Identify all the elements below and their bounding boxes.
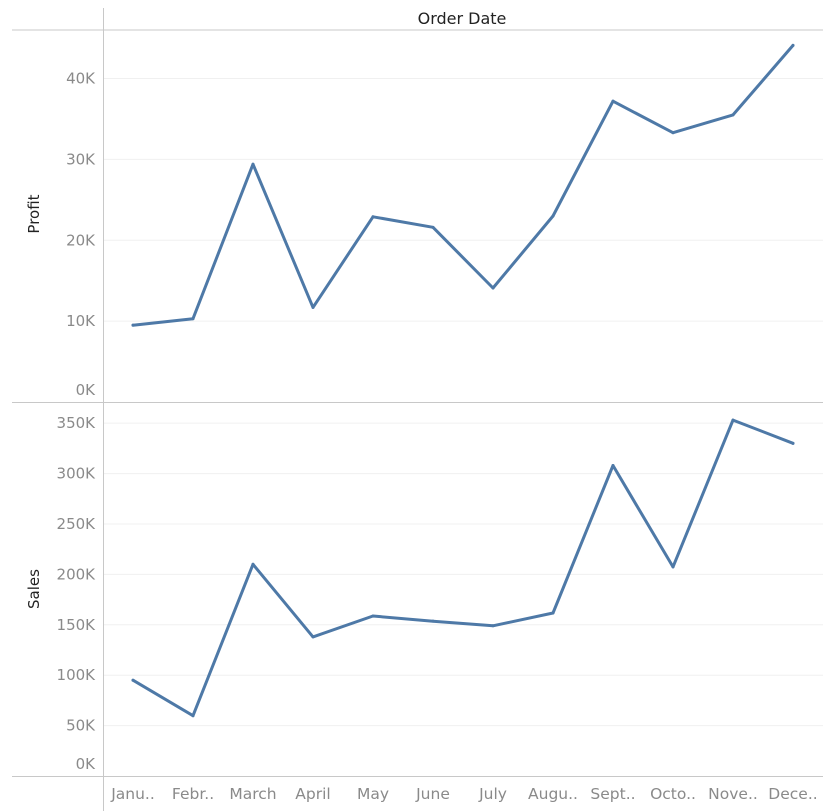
series-line-profit bbox=[131, 43, 795, 327]
series-line-sales bbox=[131, 418, 795, 718]
category-labels: Janu.. Febr.. March April May June July Augu.. S… bbox=[110, 785, 817, 803]
x-tick-label: July bbox=[478, 785, 507, 803]
y-tick-label: 300K bbox=[57, 465, 97, 483]
y-tick-label: 0K bbox=[76, 381, 97, 399]
data-point bbox=[191, 714, 195, 718]
y-tick-label: 100K bbox=[57, 666, 97, 684]
data-point bbox=[551, 611, 555, 615]
data-point bbox=[371, 614, 375, 618]
sales-axis-title: Sales bbox=[25, 569, 43, 609]
x-tick-label: April bbox=[295, 785, 330, 803]
x-tick-label: Octo.. bbox=[650, 785, 696, 803]
data-point bbox=[551, 214, 555, 218]
x-tick-label: Janu.. bbox=[110, 785, 155, 803]
y-tick-label: 200K bbox=[57, 565, 97, 583]
x-tick-label: March bbox=[229, 785, 276, 803]
x-tick-label: Febr.. bbox=[172, 785, 214, 803]
data-point bbox=[791, 441, 795, 445]
data-point bbox=[311, 305, 315, 309]
data-point bbox=[131, 323, 135, 327]
y-tick-label: 30K bbox=[66, 150, 96, 168]
data-point bbox=[731, 113, 735, 117]
data-point bbox=[611, 99, 615, 103]
chart-frame bbox=[12, 8, 823, 811]
data-point bbox=[671, 131, 675, 135]
data-point bbox=[431, 619, 435, 623]
data-point bbox=[491, 624, 495, 628]
profit-axis-title: Profit bbox=[25, 194, 43, 233]
data-point bbox=[371, 215, 375, 219]
data-point bbox=[791, 43, 795, 47]
data-point bbox=[131, 678, 135, 682]
data-point bbox=[251, 162, 255, 166]
y-tick-label: 50K bbox=[66, 717, 96, 735]
y-tick-label: 0K bbox=[76, 755, 97, 773]
y-tick-label: 350K bbox=[57, 414, 97, 432]
tick-labels: 0K 10K 20K 30K 40K 0K 50K 100K 150K 200K 250K 300K 3… bbox=[57, 70, 97, 773]
y-tick-label: 150K bbox=[57, 616, 97, 634]
y-tick-label: 250K bbox=[57, 515, 97, 533]
x-tick-label: Sept.. bbox=[590, 785, 635, 803]
data-point bbox=[311, 635, 315, 639]
x-tick-label: June bbox=[415, 785, 450, 803]
y-tick-label: 10K bbox=[66, 312, 96, 330]
data-point bbox=[491, 286, 495, 290]
x-tick-label: Augu.. bbox=[528, 785, 578, 803]
series-lines bbox=[131, 43, 795, 718]
data-point bbox=[251, 562, 255, 566]
y-tick-label: 40K bbox=[66, 70, 96, 88]
y-tick-label: 20K bbox=[66, 231, 96, 249]
data-point bbox=[431, 225, 435, 229]
data-point bbox=[671, 565, 675, 569]
x-tick-label: Dece.. bbox=[768, 785, 817, 803]
x-tick-label: May bbox=[357, 785, 389, 803]
data-point bbox=[731, 418, 735, 422]
x-tick-label: Nove.. bbox=[708, 785, 758, 803]
column-header: Order Date bbox=[418, 9, 507, 28]
data-point bbox=[191, 317, 195, 321]
data-point bbox=[611, 464, 615, 468]
